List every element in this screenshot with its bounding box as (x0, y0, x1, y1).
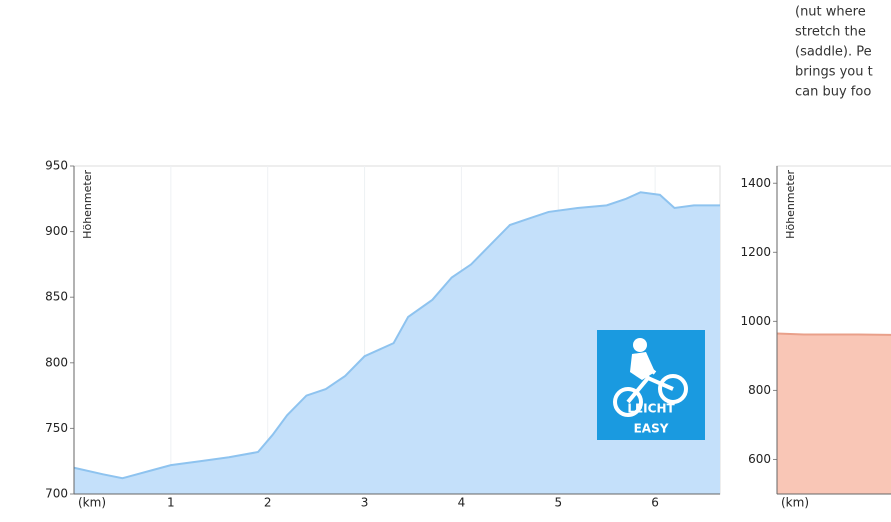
y-tick-label: 700 (45, 487, 68, 501)
sidebar-line: can buy foo (795, 85, 871, 100)
badge-text: EASY (634, 422, 669, 436)
rider-head (633, 338, 647, 352)
line (73, 191, 720, 480)
badge: LEICHT EASY (597, 330, 705, 440)
x-tick-label: 2 (264, 496, 272, 510)
chart: 600 800 1000 1200 1400 (km) Höhenmeter (740, 165, 891, 510)
x-axis-label: (km) (78, 496, 106, 510)
sidebar-line: (saddle). Pe (795, 45, 872, 60)
y-tick-label: 1000 (740, 314, 771, 328)
badge-text: LEICHT (627, 402, 675, 416)
area (74, 192, 720, 495)
rider-body (630, 352, 655, 380)
x-tick-label: 3 (361, 496, 369, 510)
y-axis-label: Höhenmeter (81, 170, 94, 239)
area (777, 333, 891, 494)
y-axis-label: Höhenmeter (784, 170, 797, 239)
y-tick-label: 800 (748, 383, 771, 397)
y-tick-label: 800 (45, 355, 68, 369)
sidebar-line: stretch the (795, 25, 866, 40)
y-tick-label: 750 (45, 421, 68, 435)
line (776, 332, 891, 336)
y-tick-label: 1200 (740, 245, 771, 259)
sidebar-line: brings you t (795, 65, 873, 80)
y-tick-label: 600 (748, 452, 771, 466)
y-tick-label: 1400 (740, 176, 771, 190)
y-tick-label: 850 (45, 290, 68, 304)
x-tick-label: 4 (458, 496, 466, 510)
x-axis-label: (km) (781, 496, 809, 510)
charts: 1 2 3 4 5 6700750800850900950(km)Höhenmeter60… (45, 159, 891, 510)
y-tick-label: 950 (45, 159, 68, 173)
sidebar-line: (nut where (795, 5, 866, 20)
sidebar: (nut where stretch the (saddle). Pe brings … (795, 5, 873, 100)
x-tick-label: 6 (651, 496, 659, 510)
y-tick-label: 900 (45, 224, 68, 238)
x-tick-label: 1 (167, 496, 175, 510)
x-tick-label: 5 (554, 496, 562, 510)
